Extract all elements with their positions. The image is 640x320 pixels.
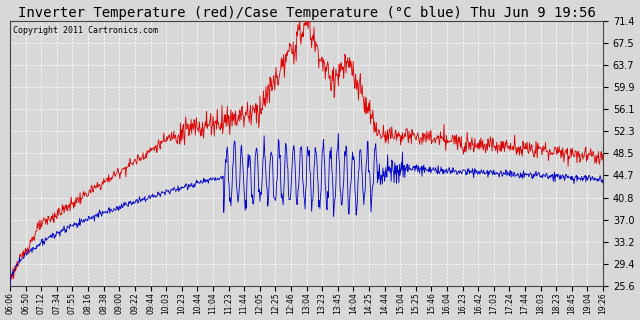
Title: Inverter Temperature (red)/Case Temperature (°C blue) Thu Jun 9 19:56: Inverter Temperature (red)/Case Temperat… [18,5,595,20]
Text: Copyright 2011 Cartronics.com: Copyright 2011 Cartronics.com [13,26,158,35]
